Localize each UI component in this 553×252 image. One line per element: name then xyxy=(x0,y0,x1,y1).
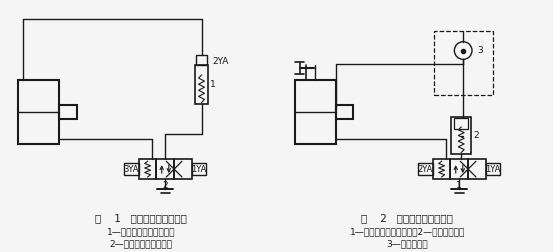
Text: 图    1   采用小型电磁阀泄压: 图 1 采用小型电磁阀泄压 xyxy=(95,213,187,223)
Bar xyxy=(174,159,192,179)
Bar xyxy=(433,159,451,179)
Text: 图    2   采用卸荷阀控制卸压: 图 2 采用卸荷阀控制卸压 xyxy=(362,213,453,223)
Bar xyxy=(156,159,174,179)
Bar xyxy=(139,159,156,179)
Text: 1—两位两通电磁换向阀；: 1—两位两通电磁换向阀； xyxy=(107,227,175,236)
Bar xyxy=(18,80,59,144)
Text: 2YA: 2YA xyxy=(212,57,228,66)
Bar xyxy=(196,55,207,65)
Bar xyxy=(59,105,77,119)
Bar xyxy=(455,118,468,129)
Text: 3YA: 3YA xyxy=(124,165,139,174)
Text: 3—液控单向阀: 3—液控单向阀 xyxy=(387,239,428,248)
Text: 1—三位四通电磁换向阀；2—液控顺序阀；: 1—三位四通电磁换向阀；2—液控顺序阀； xyxy=(349,227,465,236)
Text: 1: 1 xyxy=(456,181,462,190)
Text: 1YA: 1YA xyxy=(191,165,207,174)
Text: 1: 1 xyxy=(210,80,216,89)
Bar xyxy=(418,163,433,175)
Bar xyxy=(451,117,471,154)
Bar xyxy=(336,105,353,119)
Text: 2YA: 2YA xyxy=(418,165,433,174)
Bar xyxy=(434,31,493,95)
Bar xyxy=(195,65,208,104)
Bar xyxy=(192,163,206,175)
Text: 2: 2 xyxy=(473,131,479,140)
Text: 2—三位四通电磁换向阀: 2—三位四通电磁换向阀 xyxy=(109,239,173,248)
Text: 1YA: 1YA xyxy=(486,165,501,174)
Text: 2: 2 xyxy=(163,181,168,190)
Bar xyxy=(124,163,139,175)
Text: 3: 3 xyxy=(477,46,483,55)
Bar xyxy=(468,159,486,179)
Bar xyxy=(295,80,336,144)
Bar xyxy=(486,163,500,175)
Bar xyxy=(451,159,468,179)
